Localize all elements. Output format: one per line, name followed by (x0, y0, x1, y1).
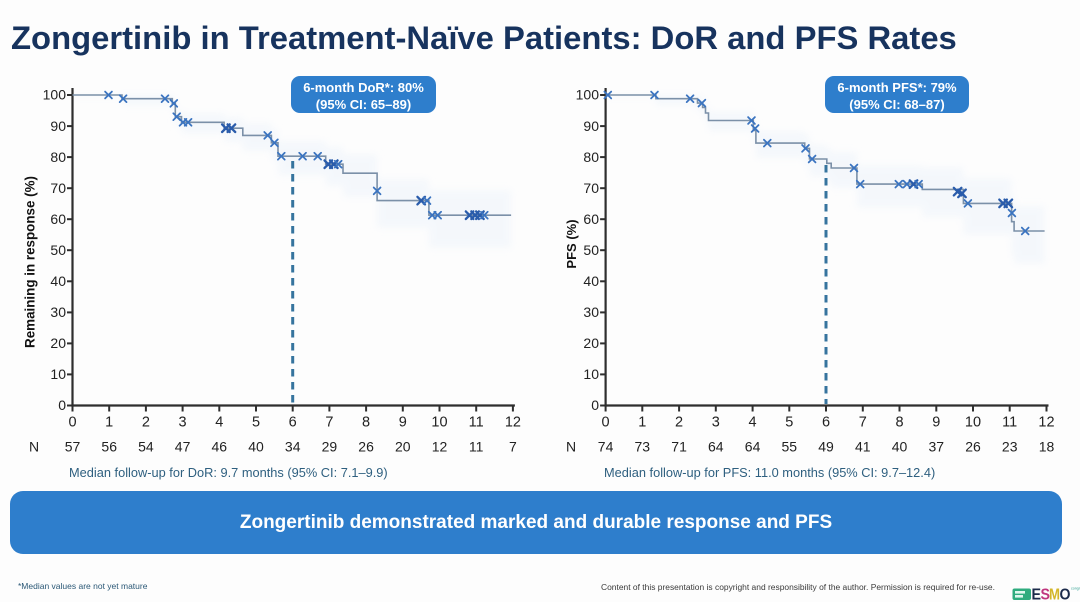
svg-text:9: 9 (932, 415, 940, 431)
svg-text:100: 100 (43, 87, 67, 103)
svg-text:0: 0 (68, 415, 76, 431)
svg-text:60: 60 (50, 211, 66, 227)
svg-text:50: 50 (50, 242, 66, 258)
svg-text:0: 0 (602, 415, 610, 431)
svg-text:18: 18 (1039, 439, 1055, 455)
svg-text:4: 4 (215, 415, 223, 431)
svg-text:S: S (1041, 587, 1051, 602)
svg-text:34: 34 (285, 439, 301, 455)
svg-text:10: 10 (431, 415, 447, 431)
svg-text:46: 46 (212, 439, 228, 455)
svg-text:71: 71 (671, 439, 687, 455)
svg-text:60: 60 (583, 211, 599, 227)
svg-text:37: 37 (929, 439, 945, 455)
svg-text:2: 2 (142, 415, 150, 431)
svg-text:41: 41 (855, 439, 871, 455)
svg-text:54: 54 (138, 439, 154, 455)
svg-text:47: 47 (175, 439, 191, 455)
svg-text:O: O (1060, 587, 1071, 602)
svg-text:7: 7 (325, 415, 333, 431)
svg-text:M: M (1049, 587, 1060, 602)
svg-text:7: 7 (859, 415, 867, 431)
svg-text:12: 12 (1038, 415, 1054, 431)
svg-text:8: 8 (362, 415, 370, 431)
svg-text:64: 64 (708, 439, 724, 455)
svg-text:73: 73 (635, 439, 651, 455)
svg-text:6: 6 (822, 415, 830, 431)
svg-text:20: 20 (395, 439, 411, 455)
svg-text:55: 55 (782, 439, 798, 455)
svg-text:Remaining in response (%): Remaining in response (%) (23, 176, 38, 348)
svg-text:56: 56 (101, 439, 117, 455)
svg-text:1: 1 (638, 415, 646, 431)
svg-text:70: 70 (583, 180, 599, 196)
svg-text:90: 90 (583, 118, 599, 134)
svg-text:Median follow-up for PFS: 11.0: Median follow-up for PFS: 11.0 months (9… (604, 465, 935, 480)
svg-text:5: 5 (785, 415, 793, 431)
svg-text:3: 3 (179, 415, 187, 431)
svg-text:4: 4 (749, 415, 757, 431)
svg-text:40: 40 (50, 273, 66, 289)
svg-text:40: 40 (892, 439, 908, 455)
svg-text:2: 2 (675, 415, 683, 431)
svg-text:12: 12 (505, 415, 521, 431)
svg-text:5: 5 (252, 415, 260, 431)
svg-text:20: 20 (583, 335, 599, 351)
svg-text:80: 80 (583, 149, 599, 165)
svg-text:0: 0 (58, 397, 66, 413)
svg-text:90: 90 (50, 118, 66, 134)
svg-text:20: 20 (50, 335, 66, 351)
svg-text:3: 3 (712, 415, 720, 431)
svg-text:6: 6 (289, 415, 297, 431)
svg-text:30: 30 (583, 304, 599, 320)
svg-text:0: 0 (591, 397, 599, 413)
svg-text:10: 10 (965, 415, 981, 431)
svg-text:30: 30 (50, 304, 66, 320)
svg-text:congr: congr (1071, 587, 1080, 591)
svg-text:1: 1 (105, 415, 113, 431)
svg-text:80: 80 (50, 149, 66, 165)
svg-text:26: 26 (965, 439, 981, 455)
svg-text:PFS (%): PFS (%) (564, 219, 579, 268)
svg-text:11: 11 (469, 415, 484, 431)
svg-text:10: 10 (583, 366, 599, 382)
svg-text:70: 70 (50, 180, 66, 196)
svg-text:11: 11 (1002, 415, 1017, 431)
svg-text:74: 74 (598, 439, 614, 455)
svg-text:10: 10 (50, 366, 66, 382)
svg-text:29: 29 (322, 439, 338, 455)
svg-text:E: E (1032, 587, 1042, 602)
svg-text:100: 100 (576, 87, 600, 103)
svg-text:40: 40 (248, 439, 264, 455)
svg-text:12: 12 (432, 439, 448, 455)
svg-text:7: 7 (509, 439, 517, 455)
svg-text:64: 64 (745, 439, 761, 455)
svg-text:11: 11 (469, 439, 484, 455)
svg-text:49: 49 (818, 439, 834, 455)
svg-text:23: 23 (1002, 439, 1018, 455)
svg-text:8: 8 (895, 415, 903, 431)
svg-text:26: 26 (358, 439, 374, 455)
svg-text:57: 57 (65, 439, 81, 455)
svg-text:9: 9 (399, 415, 407, 431)
svg-text:N: N (29, 439, 39, 455)
svg-text:50: 50 (583, 242, 599, 258)
svg-text:Median follow-up for DoR: 9.7: Median follow-up for DoR: 9.7 months (95… (69, 465, 388, 480)
svg-text:N: N (566, 439, 576, 455)
svg-text:40: 40 (583, 273, 599, 289)
